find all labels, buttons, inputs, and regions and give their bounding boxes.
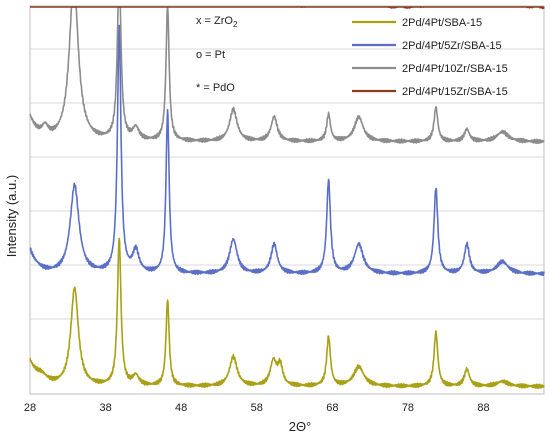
x-tick-label: 38 <box>99 402 111 414</box>
legend: 2Pd/4Pt/SBA-15 2Pd/4Pt/5Zr/SBA-15 2Pd/4Pt/… <box>352 17 508 98</box>
legend-label-2: 2Pd/4Pt/5Zr/SBA-15 <box>402 40 502 52</box>
x-tick-label: 28 <box>24 402 36 414</box>
legend-label-3: 2Pd/4Pt/10Zr/SBA-15 <box>402 63 508 75</box>
plot-frame <box>29 5 545 395</box>
legend-label-1: 2Pd/4Pt/SBA-15 <box>402 17 482 29</box>
note-zro2-label: = ZrO <box>202 15 234 27</box>
series-line-4 <box>29 6 545 10</box>
note-pt: o = Pt <box>196 49 225 61</box>
note-pt-label: = Pt <box>202 49 225 61</box>
x-axis-title: 2Θ° <box>289 419 312 434</box>
series-line-2 <box>29 24 545 277</box>
note-zro2: x = ZrO2 <box>196 15 238 29</box>
legend-label-4: 2Pd/4Pt/15Zr/SBA-15 <box>402 86 508 98</box>
x-tick-label: 48 <box>175 402 187 414</box>
x-tick-labels: 28 38 48 58 68 78 88 <box>24 402 490 414</box>
note-zro2-symbol: x <box>196 15 202 27</box>
series-lines <box>29 6 545 389</box>
x-tick-label: 88 <box>477 402 489 414</box>
note-pdo-label: = PdO <box>200 82 235 94</box>
y-axis-title: Intensity (a.u.) <box>4 175 19 257</box>
annotation-notes: x = ZrO2 o = Pt * = PdO <box>196 15 238 94</box>
note-pdo: * = PdO <box>196 82 235 94</box>
note-pdo-symbol: * <box>196 82 201 94</box>
series-line-3 <box>29 6 545 144</box>
x-tick-label: 78 <box>402 402 414 414</box>
note-pt-symbol: o <box>196 49 202 61</box>
x-tick-label: 58 <box>251 402 263 414</box>
note-zro2-subscript: 2 <box>233 20 238 29</box>
series-line-1 <box>29 237 545 389</box>
x-tick-label: 68 <box>326 402 338 414</box>
